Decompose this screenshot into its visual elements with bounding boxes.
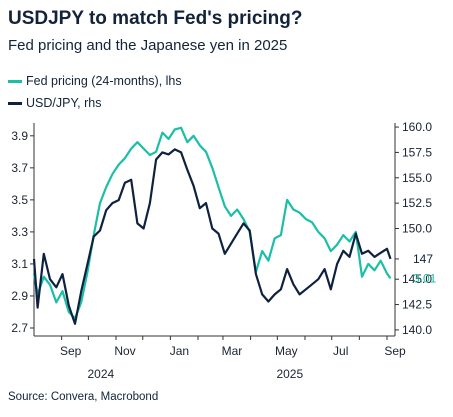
x-tick-label: Jan bbox=[170, 344, 189, 358]
x-year-label: 2024 bbox=[88, 367, 115, 381]
y-left-tick-label: 3.7 bbox=[11, 161, 28, 175]
legend-item-usdjpy: USD/JPY, rhs bbox=[8, 92, 182, 114]
x-tick-label: Nov bbox=[114, 344, 135, 358]
y-right-tick-label: 160.0 bbox=[402, 120, 432, 134]
legend-label-usdjpy: USD/JPY, rhs bbox=[26, 96, 102, 110]
y-right-tick-label: 150.0 bbox=[402, 221, 432, 235]
x-tick-label: Mar bbox=[222, 344, 243, 358]
source-note: Source: Convera, Macrobond bbox=[8, 391, 159, 403]
y-left-tick-label: 2.7 bbox=[11, 321, 28, 335]
legend-item-fed: Fed pricing (24-months), lhs bbox=[8, 70, 182, 92]
y-right-tick-label: 155.0 bbox=[402, 171, 432, 185]
y-left-tick-label: 2.9 bbox=[11, 289, 28, 303]
y-left-tick-label: 3.5 bbox=[11, 193, 28, 207]
x-tick-label: Jul bbox=[333, 344, 348, 358]
x-tick-label: Sep bbox=[384, 344, 406, 358]
x-tick-label: May bbox=[275, 344, 298, 358]
y-left-tick-label: 3.1 bbox=[11, 257, 28, 271]
y-right-tick-label: 140.0 bbox=[402, 323, 432, 337]
y-right-tick-label: 142.5 bbox=[402, 298, 432, 312]
chart-subtitle: Fed pricing and the Japanese yen in 2025 bbox=[8, 37, 288, 54]
y-left-tick-label: 3.9 bbox=[11, 129, 28, 143]
legend-swatch-usdjpy bbox=[8, 101, 22, 105]
y-left-tick-label: 3.3 bbox=[11, 225, 28, 239]
y-right-tick-label: 157.5 bbox=[402, 145, 432, 159]
chart-title: USDJPY to match Fed's pricing? bbox=[8, 8, 303, 29]
y-right-tick-label: 145.0 bbox=[402, 272, 432, 286]
last-value-label-fed: 3.01 bbox=[413, 271, 437, 285]
x-tick-label: Sep bbox=[60, 344, 82, 358]
x-year-label: 2025 bbox=[276, 367, 303, 381]
legend-swatch-fed bbox=[8, 79, 22, 83]
legend: Fed pricing (24-months), lhs USD/JPY, rh… bbox=[8, 70, 182, 114]
legend-label-fed: Fed pricing (24-months), lhs bbox=[26, 74, 182, 88]
y-right-tick-label: 152.5 bbox=[402, 196, 432, 210]
series-line-usdjpy bbox=[32, 148, 392, 325]
series-line-fed-pricing bbox=[32, 126, 392, 320]
last-value-label-usdjpy: 147 bbox=[413, 252, 433, 266]
